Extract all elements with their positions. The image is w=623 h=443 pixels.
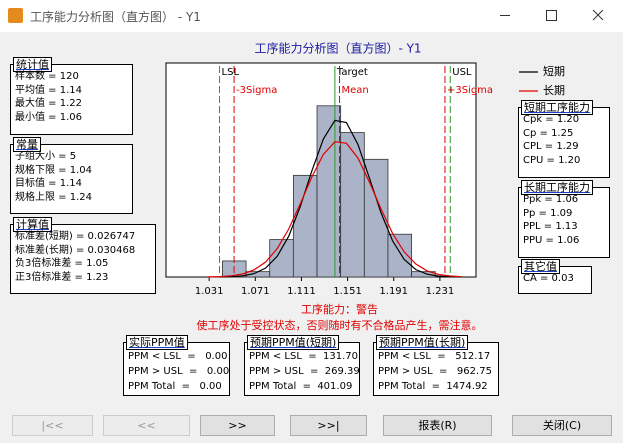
panel-row: 标准差(短期) = 0.026747	[15, 231, 136, 242]
histogram-bar	[387, 233, 413, 278]
reference-label: -3Sigma	[236, 85, 277, 96]
panel-row: 最小值 = 1.06	[15, 111, 83, 123]
x-tick-label: 1.031	[195, 286, 224, 297]
info-panel: 预期PPM值(长期) PPM < LSL = 512.17 PPM > USL = …	[373, 335, 499, 396]
maximize[interactable]	[546, 10, 557, 21]
panel-row: 最大值 = 1.22	[15, 98, 83, 109]
reference-label: USL	[452, 67, 472, 78]
close[interactable]	[0, 0, 623, 32]
x-tick-label: 1.111	[287, 286, 316, 297]
panel-row: Cpk = 1.20	[523, 114, 580, 125]
panel-title: 计算值	[13, 217, 52, 232]
panel-row: Cp = 1.25	[523, 127, 574, 139]
button[interactable]: 关闭(C)	[512, 415, 612, 436]
window-title: 工序能力分析图（直方图） - Y1	[30, 10, 201, 24]
info-panel: 常量 子组大小 = 5 规格下限 = 1.04 目标值 = 1.14 规格上限 = 1.…	[10, 137, 133, 214]
button: |<<	[12, 415, 93, 436]
panel-row: 规格上限 = 1.24	[15, 191, 93, 203]
minimize[interactable]	[500, 15, 510, 16]
panel-row: PPM > USL = 269.39	[249, 366, 360, 377]
x-tick-label: 1.191	[379, 286, 408, 297]
reference-label: Mean	[342, 85, 369, 96]
info-panel: 长期工序能力 Ppk = 1.06 Pp = 1.09 PPL = 1.13 PPU =…	[518, 180, 610, 258]
panel-row: 规格下限 = 1.04	[15, 164, 93, 176]
panel-row: CA = 0.03	[523, 273, 574, 284]
reference-label: +3Sigma	[447, 85, 493, 96]
reference-label: Target	[336, 67, 368, 78]
panel-title: 常量	[13, 137, 41, 152]
histogram-bar	[411, 271, 436, 278]
panel-row: PPM Total = 401.09	[249, 381, 353, 392]
info-panel: 预期PPM值(短期) PPM < LSL = 131.70 PPM > USL = …	[244, 335, 360, 396]
legend-label: 长期	[543, 84, 565, 97]
panel-row: PPM > USL = 0.00	[128, 366, 230, 377]
panel-row: CPL = 1.29	[523, 141, 579, 152]
panel-row: PPM > USL = 962.75	[378, 366, 492, 377]
panel-title: 长期工序能力	[521, 180, 593, 195]
panel-title: 统计值	[13, 57, 52, 72]
panel-row: PPM < LSL = 131.70	[249, 351, 358, 362]
info-panel: 短期工序能力 Cpk = 1.20 Cp = 1.25 CPL = 1.29 CPU =…	[518, 100, 610, 178]
panel-row: CPU = 1.20	[523, 154, 581, 166]
curve	[207, 141, 462, 278]
x-tick-label: 1.151	[333, 286, 362, 297]
x-tick-label: 1.071	[241, 286, 270, 297]
status-message: 使工序处于受控状态，否则随时有不合格品产生，需注意。	[196, 319, 483, 332]
info-panel: 其它值 CA = 0.03	[518, 259, 592, 294]
x-tick-label: 1.231	[426, 286, 455, 297]
panel-row: PPM < LSL = 512.17	[378, 351, 491, 362]
panel-row: PPU = 1.06	[523, 234, 580, 246]
panel-title: 其它值	[521, 259, 560, 274]
button: <<	[103, 415, 190, 436]
panel-row: 子组大小 = 5	[15, 151, 77, 162]
panel-row: 平均值 = 1.14	[15, 84, 83, 96]
panel-title: 预期PPM值(短期)	[247, 335, 340, 350]
button[interactable]: >>	[200, 415, 275, 436]
reference-label: LSL	[222, 67, 240, 78]
info-panel: 计算值 标准差(短期) = 0.026747 标准差(长期) = 0.030468 负…	[10, 217, 156, 294]
curve	[219, 119, 462, 278]
panel-row: 标准差(长期) = 0.030468	[15, 244, 136, 256]
panel-row: Pp = 1.09	[523, 207, 573, 219]
histogram-bar	[316, 105, 342, 278]
info-panel: 统计值 样本数 = 120 平均值 = 1.14 最大值 = 1.22 最小值 = 1.…	[10, 57, 133, 135]
status-title: 工序能力：警告	[301, 303, 378, 316]
button[interactable]: 报表(R)	[383, 415, 492, 436]
panel-row: 正3倍标准差 = 1.23	[15, 271, 109, 283]
panel-row: 样本数 = 120	[15, 71, 79, 82]
panel-row: Ppk = 1.06	[523, 194, 579, 205]
panel-row: PPM Total = 0.00	[128, 381, 222, 392]
panel-title: 短期工序能力	[521, 100, 593, 115]
info-panel: 实际PPM值 PPM < LSL = 0.00 PPM > USL = 0.00 PP…	[123, 335, 230, 396]
panel-row: 目标值 = 1.14	[15, 178, 83, 189]
legend-label: 短期	[543, 64, 565, 78]
panel-title: 预期PPM值(长期)	[376, 335, 469, 350]
panel-row: PPM < LSL = 0.00	[128, 351, 228, 362]
title-bar: 工序能力分析图（直方图） - Y1	[0, 0, 623, 32]
panel-title: 实际PPM值	[126, 335, 188, 350]
button[interactable]: >>|	[290, 415, 367, 436]
histogram-bar	[363, 158, 389, 278]
chart-title: 工序能力分析图（直方图）- Y1	[254, 41, 421, 56]
panel-row: PPM Total = 1474.92	[378, 381, 488, 392]
histogram-bar	[269, 239, 294, 278]
panel-row: 负3倍标准差 = 1.05	[15, 258, 109, 269]
panel-row: PPL = 1.13	[523, 221, 578, 232]
app-icon	[8, 8, 23, 23]
